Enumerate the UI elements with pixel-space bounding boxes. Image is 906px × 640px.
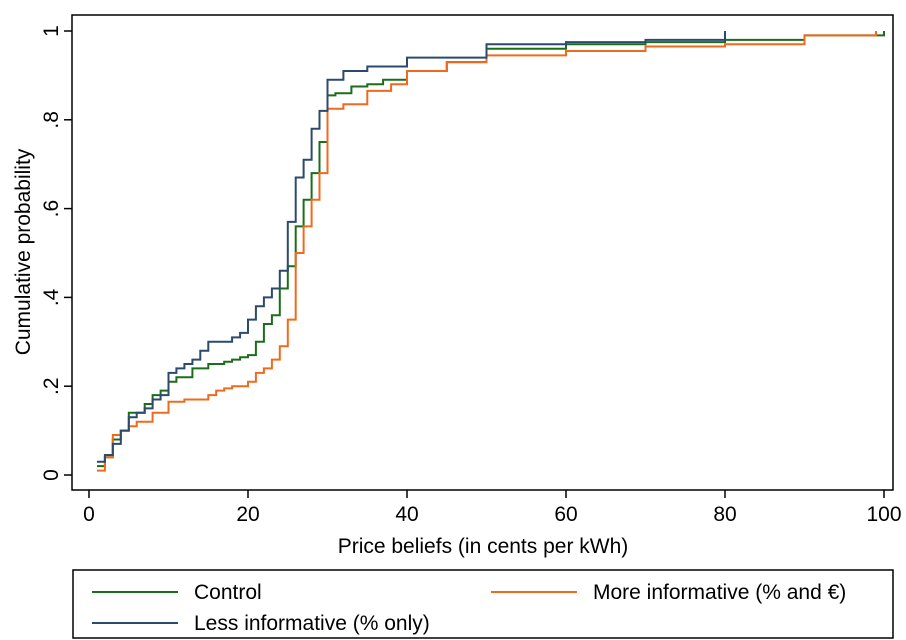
legend-label-control: Control (194, 581, 262, 604)
x-tick-label: 100 (866, 503, 901, 526)
series-lines (97, 31, 885, 472)
y-tick-label: 1 (40, 25, 63, 37)
x-tick-label: 60 (554, 503, 577, 526)
legend-box (72, 569, 894, 639)
x-axis-title: Price beliefs (in cents per kWh) (338, 535, 629, 558)
y-tick-label: .6 (40, 200, 63, 218)
y-tick-label: .8 (40, 111, 63, 129)
x-tick-label: 80 (713, 503, 736, 526)
y-axis: 0 .2 .4 .6 .8 1 (40, 25, 72, 481)
legend: Control More informative (% and €) Less … (72, 569, 894, 639)
plot-frame (71, 14, 894, 491)
y-tick-label: 0 (40, 469, 63, 481)
series-line-more-informative (97, 31, 877, 472)
x-axis: 0 20 40 60 80 100 (83, 490, 902, 526)
x-tick-label: 40 (395, 503, 418, 526)
x-tick-label: 0 (83, 503, 95, 526)
legend-label-less-informative: Less informative (% only) (194, 612, 430, 635)
y-tick-label: .4 (40, 288, 63, 306)
series-line-less-informative (97, 31, 726, 463)
y-tick-label: .2 (40, 377, 63, 395)
legend-label-more-informative: More informative (% and €) (593, 581, 846, 604)
y-axis-title: Cumulative probability (12, 148, 35, 355)
x-tick-label: 20 (236, 503, 259, 526)
